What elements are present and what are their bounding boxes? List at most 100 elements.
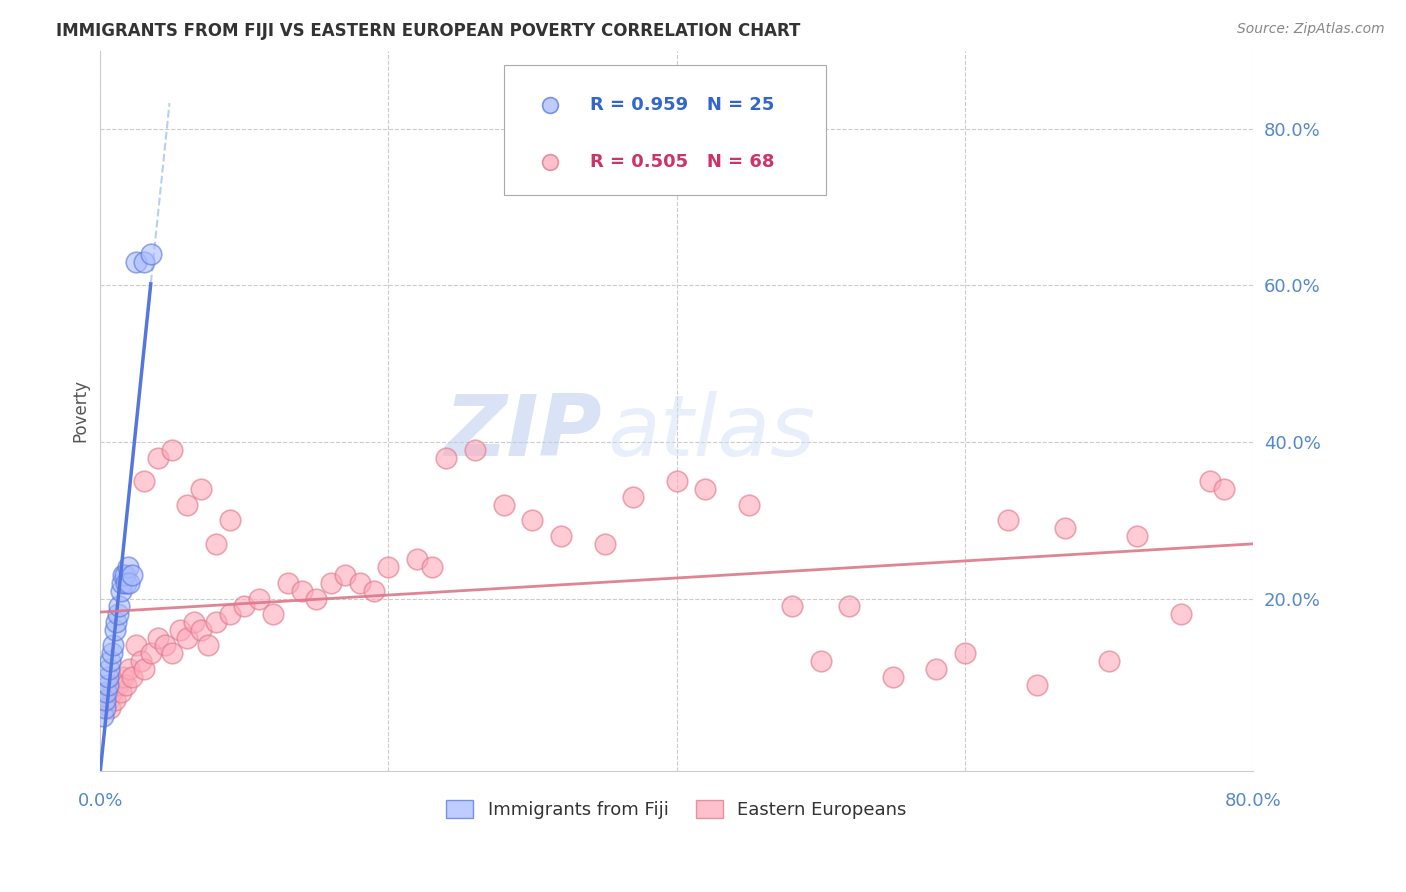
Point	[112, 670, 135, 684]
Point	[117, 560, 139, 574]
Point	[153, 639, 176, 653]
Point	[139, 247, 162, 261]
Point	[1025, 677, 1047, 691]
Point	[98, 662, 121, 676]
Point	[1198, 474, 1220, 488]
Point	[291, 583, 314, 598]
Point	[132, 255, 155, 269]
Point	[997, 513, 1019, 527]
Point	[190, 482, 212, 496]
Point	[112, 568, 135, 582]
Point	[100, 654, 122, 668]
Point	[94, 741, 117, 756]
Point	[1170, 607, 1192, 622]
Point	[121, 670, 143, 684]
Point	[96, 677, 118, 691]
Point	[247, 591, 270, 606]
Point	[100, 701, 122, 715]
Point	[219, 607, 242, 622]
Point	[139, 646, 162, 660]
Point	[176, 498, 198, 512]
Point	[335, 568, 357, 582]
Point	[349, 575, 371, 590]
Point	[492, 498, 515, 512]
Point	[146, 450, 169, 465]
Point	[162, 646, 184, 660]
Text: ZIP: ZIP	[444, 391, 602, 474]
Point	[204, 537, 226, 551]
Point	[1098, 654, 1121, 668]
Point	[115, 575, 138, 590]
Point	[104, 623, 127, 637]
Text: R = 0.505   N = 68: R = 0.505 N = 68	[591, 153, 775, 171]
Point	[434, 450, 457, 465]
Point	[262, 607, 284, 622]
Point	[118, 575, 141, 590]
Point	[277, 575, 299, 590]
Point	[101, 646, 124, 660]
Point	[125, 639, 148, 653]
Point	[406, 552, 429, 566]
Point	[1212, 482, 1234, 496]
Point	[204, 615, 226, 629]
Point	[176, 631, 198, 645]
Point	[377, 560, 399, 574]
Point	[1126, 529, 1149, 543]
Point	[953, 646, 976, 660]
Point	[94, 740, 117, 755]
Point	[621, 490, 644, 504]
Point	[103, 639, 125, 653]
Point	[115, 677, 138, 691]
Point	[114, 568, 136, 582]
Text: 0.0%: 0.0%	[77, 792, 124, 810]
Point	[183, 615, 205, 629]
Point	[363, 583, 385, 598]
Point	[737, 498, 759, 512]
Point	[93, 701, 115, 715]
Point	[162, 442, 184, 457]
Point	[695, 482, 717, 496]
Point	[118, 662, 141, 676]
Point	[219, 513, 242, 527]
Point	[104, 693, 127, 707]
Point	[132, 662, 155, 676]
Point	[101, 685, 124, 699]
Point	[197, 639, 219, 653]
Point	[925, 662, 948, 676]
Point	[96, 693, 118, 707]
Point	[1054, 521, 1077, 535]
Point	[107, 607, 129, 622]
Y-axis label: Poverty: Poverty	[72, 379, 89, 442]
Text: R = 0.959   N = 25: R = 0.959 N = 25	[591, 95, 775, 113]
Point	[96, 670, 118, 684]
Point	[882, 670, 904, 684]
Point	[464, 442, 486, 457]
Point	[105, 615, 128, 629]
Legend: Immigrants from Fiji, Eastern Europeans: Immigrants from Fiji, Eastern Europeans	[439, 793, 914, 827]
Text: atlas: atlas	[607, 391, 815, 474]
Point	[129, 654, 152, 668]
Point	[93, 693, 115, 707]
Point	[665, 474, 688, 488]
Point	[319, 575, 342, 590]
Text: 80.0%: 80.0%	[1225, 792, 1281, 810]
FancyBboxPatch shape	[503, 65, 827, 194]
Point	[780, 599, 803, 614]
Point	[111, 575, 134, 590]
Point	[110, 583, 132, 598]
Point	[108, 599, 131, 614]
Point	[420, 560, 443, 574]
Point	[305, 591, 328, 606]
Point	[810, 654, 832, 668]
Text: Source: ZipAtlas.com: Source: ZipAtlas.com	[1237, 22, 1385, 37]
Point	[132, 474, 155, 488]
Text: IMMIGRANTS FROM FIJI VS EASTERN EUROPEAN POVERTY CORRELATION CHART: IMMIGRANTS FROM FIJI VS EASTERN EUROPEAN…	[56, 22, 800, 40]
Point	[838, 599, 860, 614]
Point	[121, 568, 143, 582]
Point	[169, 623, 191, 637]
Point	[94, 685, 117, 699]
Point	[125, 255, 148, 269]
Point	[593, 537, 616, 551]
Point	[550, 529, 572, 543]
Point	[107, 677, 129, 691]
